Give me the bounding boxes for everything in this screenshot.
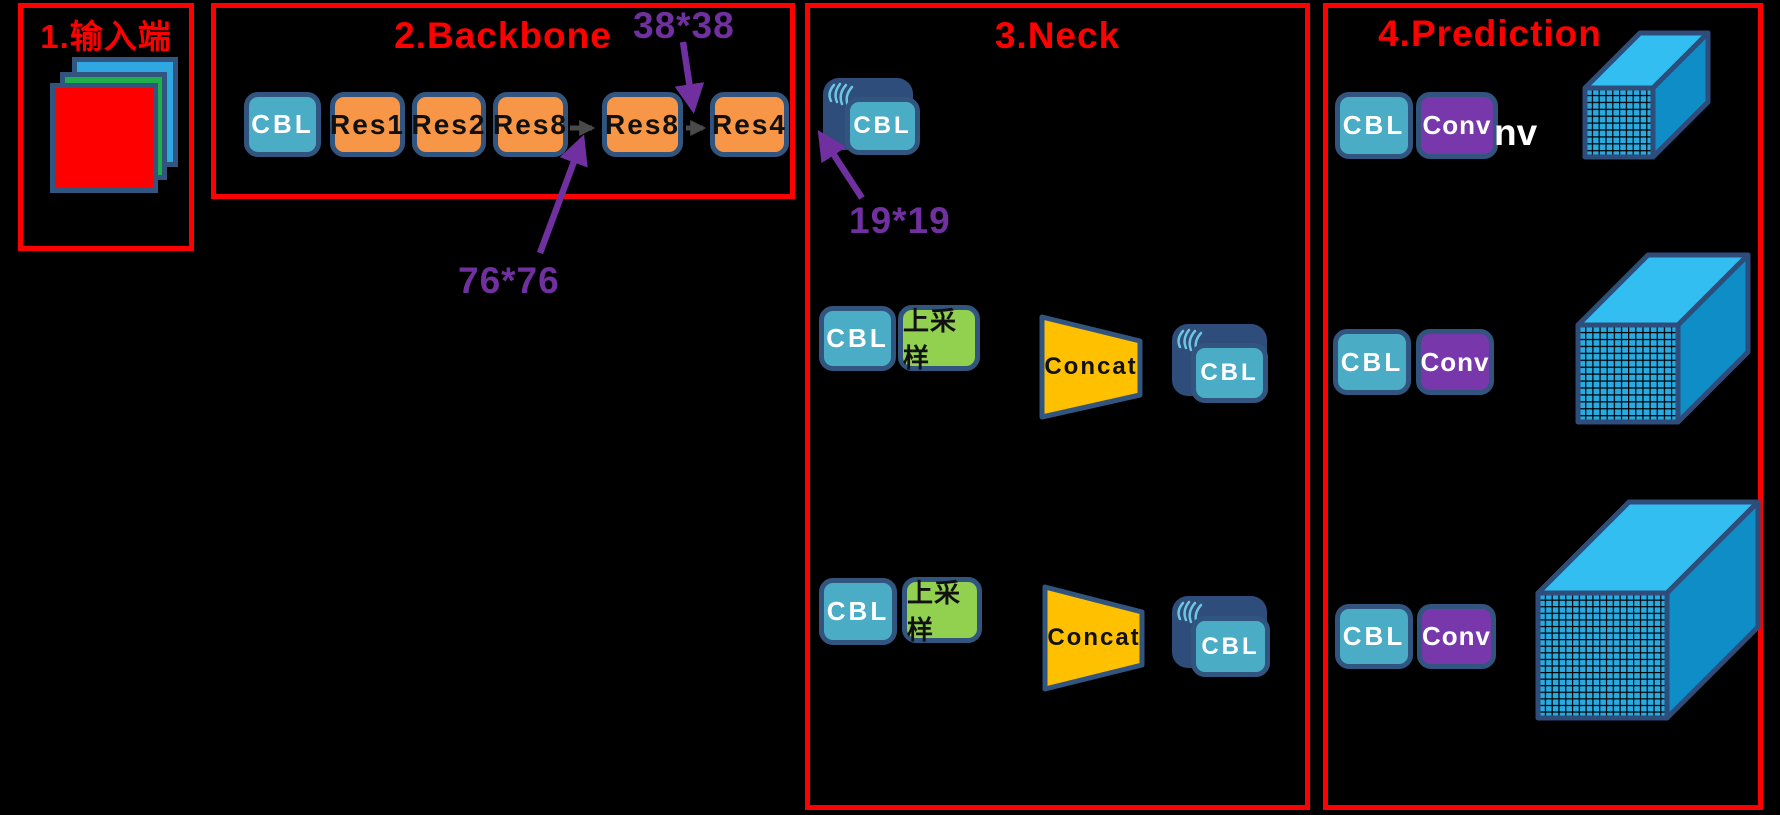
input-section-box — [18, 3, 194, 251]
neck-row2-out-cbl: CBL — [1191, 616, 1270, 677]
prediction-row1-cbl: CBL — [1335, 92, 1413, 159]
prediction-section-box — [1323, 3, 1763, 810]
prediction-row3-conv: Conv — [1417, 604, 1496, 669]
neck-row2-upsample: 上采样 — [902, 577, 982, 645]
backbone-section-title: 2.Backbone — [394, 15, 612, 56]
backbone-block-res8-a: Res8 — [493, 92, 568, 157]
scale-label-19x19: 19*19 — [849, 200, 951, 241]
neck-row1-concat-label: Concat — [1044, 353, 1138, 380]
neck-row2-concat-label: Concat — [1047, 624, 1141, 651]
neck-input-cbl: CBL — [845, 97, 920, 155]
input-section-title: 1.输入端 — [40, 18, 172, 55]
neck-row1-out-cbl: CBL — [1191, 343, 1268, 403]
backbone-block-cbl: CBL — [244, 92, 321, 157]
input-image-layer-red — [50, 83, 158, 193]
prediction-row1-clipped-conv-text: nv — [1494, 112, 1538, 153]
backbone-block-res4: Res4 — [710, 92, 789, 157]
prediction-row3-cbl: CBL — [1335, 604, 1413, 669]
neck-row1-cbl: CBL — [819, 306, 896, 371]
prediction-row2-conv: Conv — [1416, 329, 1494, 395]
scale-label-76x76: 76*76 — [458, 260, 560, 301]
prediction-row1-conv: Conv — [1416, 92, 1498, 159]
prediction-section-title: 4.Prediction — [1378, 13, 1602, 54]
neck-section-box — [805, 3, 1310, 810]
neck-row1-upsample: 上采样 — [898, 305, 980, 373]
neck-section-title: 3.Neck — [994, 15, 1121, 56]
neck-row2-cbl: CBL — [819, 578, 897, 645]
backbone-section-box — [211, 3, 795, 199]
prediction-row2-cbl: CBL — [1333, 329, 1411, 395]
backbone-block-res1: Res1 — [330, 92, 405, 157]
backbone-block-res2: Res2 — [412, 92, 486, 157]
scale-label-38x38: 38*38 — [633, 5, 735, 46]
backbone-block-res8-b: Res8 — [602, 92, 683, 157]
